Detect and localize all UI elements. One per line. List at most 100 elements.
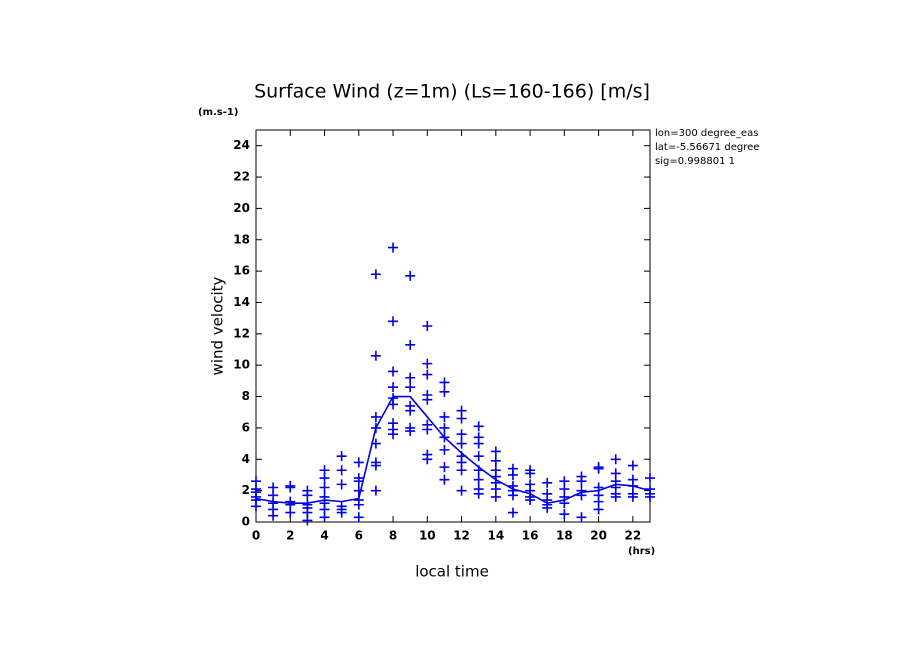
x-tick-label: 8 bbox=[389, 529, 397, 543]
x-tick-label: 14 bbox=[487, 529, 504, 543]
scatter-point bbox=[490, 491, 501, 502]
scatter-point bbox=[576, 476, 587, 487]
scatter-point bbox=[353, 512, 364, 523]
scatter-point bbox=[370, 269, 381, 280]
scatter-point bbox=[645, 491, 655, 502]
x-tick-label: 4 bbox=[320, 529, 328, 543]
y-tick-label: 8 bbox=[242, 389, 250, 403]
scatter-point bbox=[593, 463, 604, 474]
x-axis-label: local time bbox=[415, 563, 489, 581]
scatter-point bbox=[353, 485, 364, 496]
scatter-point bbox=[370, 350, 381, 361]
scatter-point bbox=[439, 377, 450, 388]
scatter-point bbox=[405, 426, 416, 437]
scatter-point bbox=[336, 479, 347, 490]
scatter-point bbox=[627, 460, 638, 471]
scatter-point bbox=[507, 490, 518, 501]
x-unit: (hrs) bbox=[628, 546, 655, 557]
y-tick-label: 4 bbox=[242, 452, 250, 466]
scatter-point bbox=[388, 429, 399, 440]
scatter-point bbox=[645, 473, 655, 484]
x-tick-label: 16 bbox=[522, 529, 539, 543]
scatter-point bbox=[405, 339, 416, 350]
y-tick-label: 10 bbox=[233, 358, 250, 372]
scatter-point bbox=[439, 411, 450, 422]
y-tick-label: 0 bbox=[242, 515, 250, 529]
scatter-point bbox=[319, 473, 330, 484]
y-tick-label: 20 bbox=[233, 201, 250, 215]
scatter-point bbox=[507, 469, 518, 480]
scatter-point bbox=[507, 507, 518, 518]
scatter-point bbox=[490, 446, 501, 457]
scatter-point bbox=[576, 512, 587, 523]
scatter-point bbox=[542, 477, 553, 488]
scatter-point bbox=[473, 474, 484, 485]
scatter-point bbox=[490, 455, 501, 466]
scatter-point bbox=[302, 515, 313, 526]
scatter-point bbox=[388, 242, 399, 253]
scatter-point bbox=[388, 399, 399, 410]
scatter-point bbox=[336, 465, 347, 476]
scatter-point bbox=[473, 421, 484, 432]
y-tick-label: 18 bbox=[233, 232, 250, 246]
scatter-point bbox=[610, 491, 621, 502]
scatter-point bbox=[319, 512, 330, 523]
scatter-point bbox=[422, 424, 433, 435]
scatter-point bbox=[422, 454, 433, 465]
y-tick-label: 2 bbox=[242, 483, 250, 497]
x-tick-label: 12 bbox=[453, 529, 470, 543]
scatter-point bbox=[336, 507, 347, 518]
scatter-point bbox=[336, 451, 347, 462]
scatter-point bbox=[610, 454, 621, 465]
scatter-point bbox=[627, 491, 638, 502]
scatter-point bbox=[439, 422, 450, 433]
y-tick-label: 12 bbox=[233, 326, 250, 340]
scatter-point bbox=[353, 499, 364, 510]
annotation: sig=0.998801 1 bbox=[655, 156, 735, 167]
scatter-point bbox=[405, 372, 416, 383]
scatter-point bbox=[456, 413, 467, 424]
x-tick-label: 20 bbox=[590, 529, 607, 543]
scatter-point bbox=[525, 495, 536, 506]
scatter-point bbox=[439, 386, 450, 397]
scatter-point bbox=[285, 507, 296, 518]
scatter-point bbox=[251, 501, 261, 512]
scatter-point bbox=[388, 382, 399, 393]
scatter-point bbox=[456, 438, 467, 449]
scatter-point bbox=[405, 382, 416, 393]
scatter-point bbox=[370, 485, 381, 496]
scatter-point bbox=[422, 369, 433, 380]
y-tick-label: 24 bbox=[233, 138, 250, 152]
scatter-point bbox=[439, 462, 450, 473]
scatter-point bbox=[319, 482, 330, 493]
scatter-point bbox=[370, 460, 381, 471]
scatter-point bbox=[353, 476, 364, 487]
y-tick-label: 22 bbox=[233, 170, 250, 184]
scatter-point bbox=[439, 444, 450, 455]
x-tick-label: 18 bbox=[556, 529, 573, 543]
y-axis-label: wind velocity bbox=[209, 276, 227, 375]
scatter-point bbox=[285, 482, 296, 493]
scatter-point bbox=[456, 485, 467, 496]
chart-title: Surface Wind (z=1m) (Ls=160-166) [m/s] bbox=[254, 81, 650, 103]
scatter-point bbox=[422, 321, 433, 331]
scatter-point bbox=[456, 429, 467, 440]
scatter-point bbox=[302, 490, 313, 501]
mean-line bbox=[255, 395, 651, 505]
scatter-point bbox=[439, 474, 450, 485]
x-tick-label: 6 bbox=[355, 529, 363, 543]
scatter-point bbox=[370, 411, 381, 422]
scatter-point bbox=[268, 510, 279, 521]
scatter-point bbox=[422, 394, 433, 405]
scatter-point bbox=[542, 502, 553, 513]
scatter-point bbox=[405, 405, 416, 416]
annotation: lat=-5.56671 degree bbox=[655, 142, 759, 153]
x-tick-label: 0 bbox=[252, 529, 260, 543]
scatter-point bbox=[473, 451, 484, 462]
scatter-point bbox=[422, 358, 433, 369]
x-tick-label: 2 bbox=[286, 529, 294, 543]
scatter-point bbox=[559, 509, 570, 520]
scatter-point bbox=[525, 468, 536, 479]
